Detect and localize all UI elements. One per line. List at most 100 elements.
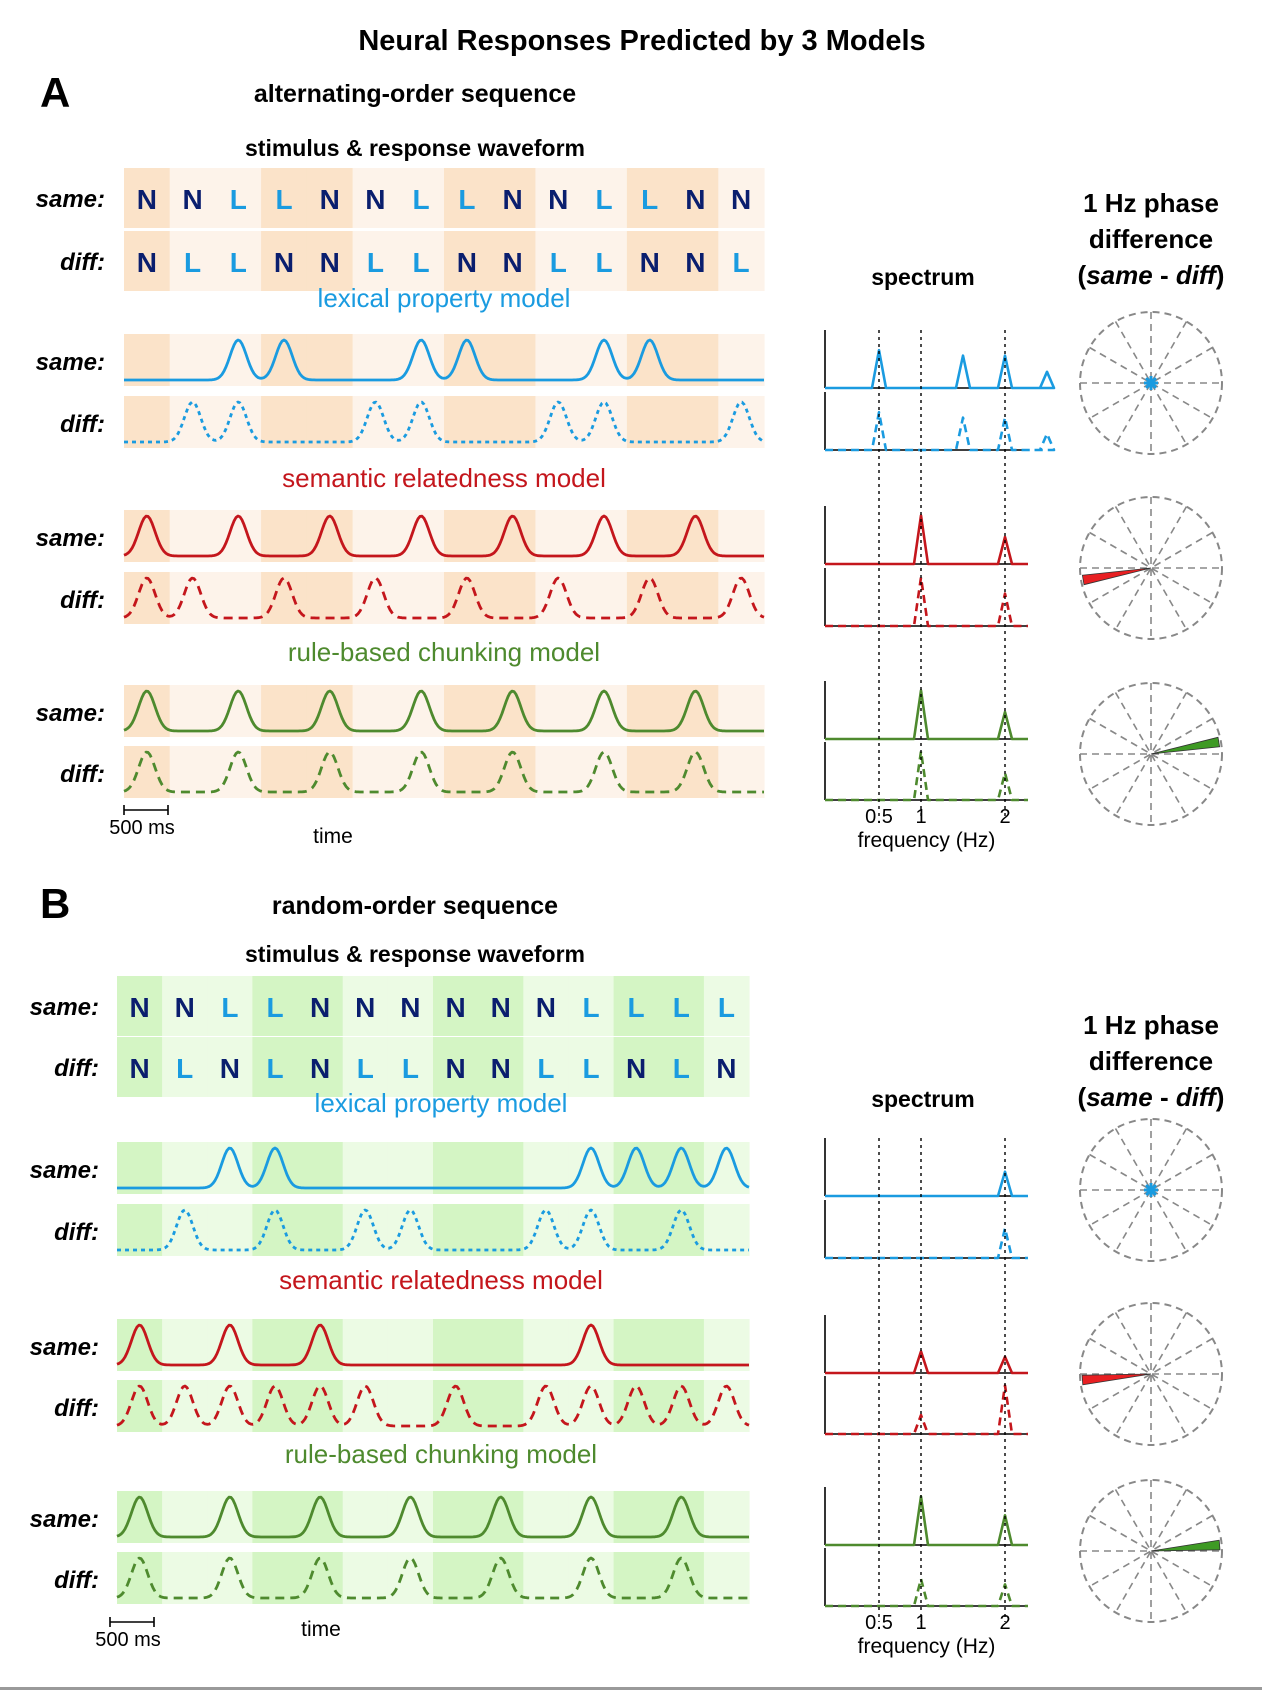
panel-a-same-seq-band: [169, 168, 216, 228]
panel-a-semantic-same-band: [581, 510, 628, 562]
panel-b-semantic-diff-band: [613, 1380, 660, 1432]
panel-b-chunking-same-band: [252, 1491, 299, 1543]
panel-a-semantic-same-band: [672, 510, 719, 562]
panel-a-chunking-diff-band: [489, 746, 536, 798]
panel-b-semantic-same-band: [207, 1319, 253, 1371]
panel-b-lexical-phase-zero-marker: [1149, 1184, 1157, 1192]
panel-b-same-seq-band: [568, 976, 615, 1036]
panel-a-diff-seq-band: [581, 231, 628, 291]
panel-a-chunking-diff-band: [581, 746, 628, 798]
panel-a-lexical-same-band: [672, 334, 719, 386]
panel-b-lexical-same-band: [117, 1142, 163, 1194]
panel-a-chunking-diff-band: [398, 746, 445, 798]
panel-b-chunking-same-band: [433, 1491, 479, 1543]
panel-a-lexical-diff-band: [626, 396, 674, 448]
panel-a-lexical-diff-band: [261, 396, 308, 448]
panel-a-chunking-same-band: [352, 685, 399, 737]
panel-a-lexical-same-band: [398, 334, 445, 386]
panel-b-diff-seq-band: [387, 1037, 434, 1097]
panel-b-chunking-diff-band: [658, 1552, 705, 1604]
panel-a-lexical-diff-band: [489, 396, 536, 448]
panel-b-chunking-phase-arrow: [1150, 1539, 1221, 1552]
panel-b-chunking-same-band: [162, 1491, 208, 1543]
panel-b-diff-seq-band: [703, 1037, 750, 1097]
panel-b-lexical-same-band: [523, 1142, 569, 1194]
panel-b-same-letter-0: N: [129, 992, 149, 1023]
panel-a-chunking-diff-band: [718, 746, 765, 798]
panel-b-semantic-diff-band: [658, 1380, 705, 1432]
panel-b-chunking-same-band: [568, 1491, 615, 1543]
panel-a-lexical-same-band: [718, 334, 765, 386]
panel-b-lexical-diff-band: [658, 1204, 705, 1256]
panel-a-phase-title-line3: (same - diff): [1078, 260, 1225, 290]
panel-a-same-letter-10: L: [595, 184, 612, 215]
panel-a-chunking-same-waveform: [123, 689, 764, 733]
panel-a-diff-letter-2: L: [230, 247, 247, 278]
panel-a-lexical-same-band: [535, 334, 582, 386]
panel-a-chunking-same-band: [489, 685, 536, 737]
panel-b-phase-title-line3: (same - diff): [1078, 1082, 1225, 1112]
panel-a-semantic-diff-band: [306, 572, 354, 624]
panel-b-lexical-same-band: [387, 1142, 434, 1194]
panel-b-same-seq-band: [658, 976, 705, 1036]
panel-b-lexical-diff-band: [207, 1204, 253, 1256]
panel-a-phase-title-line2: difference: [1089, 224, 1213, 254]
panel-b-semantic-same-band: [568, 1319, 615, 1371]
panel-a-diff-seq-band: [261, 231, 308, 291]
panel-b-chunking-model-label: rule-based chunking model: [285, 1439, 597, 1469]
panel-b-lexical-same-band: [297, 1142, 344, 1194]
panel-a-subtitle: alternating-order sequence: [254, 80, 576, 108]
panel-b-semantic-diff-label: diff:: [54, 1395, 99, 1422]
panel-a-diff-letter-11: N: [640, 247, 660, 278]
panel-b-chunking-diff-band: [252, 1552, 299, 1604]
panel-a-semantic-same-spectrum: [825, 514, 1028, 566]
panel-a-same-seq-band: [718, 168, 765, 228]
panel-a-same-letter-6: L: [413, 184, 430, 215]
panel-a-freq-axis-label: frequency (Hz): [858, 829, 996, 852]
panel-a-semantic-diff-band: [581, 572, 628, 624]
panel-b-diff-seq-band: [162, 1037, 208, 1097]
panel-b-lexical-diff-band: [387, 1204, 434, 1256]
panel-b-chunking-same-label: same:: [30, 1506, 99, 1533]
panel-a-chunking-diff-band: [306, 746, 354, 798]
panel-b-same-letter-11: L: [628, 992, 645, 1023]
panel-a-semantic-diff-band: [444, 572, 491, 624]
panel-b-same-letter-2: L: [221, 992, 238, 1023]
panel-a-same-seq-band: [581, 168, 628, 228]
panel-b-phase-title-line2: difference: [1089, 1046, 1213, 1076]
panel-a-semantic-diff-band: [169, 572, 216, 624]
panel-a-semantic-same-waveform: [123, 514, 764, 558]
panel-a-same-seq-band: [352, 168, 399, 228]
panel-b-lexical-diff-label: diff:: [54, 1219, 99, 1246]
panel-b-same-letter-9: N: [536, 992, 556, 1023]
panel-b-diff-letter-10: L: [582, 1053, 599, 1084]
panel-b-lexical-same-band: [433, 1142, 479, 1194]
panel-a-lexical-diff-band: [718, 396, 765, 448]
panel-a-same-letter-0: N: [137, 184, 157, 215]
panel-a-semantic-model-label: semantic relatedness model: [282, 463, 606, 493]
panel-a-chunking-diff-label: diff:: [60, 761, 105, 788]
panel-a-same-letter-7: L: [458, 184, 475, 215]
panel-a-lexical-diff-band: [444, 396, 491, 448]
panel-b-lexical-same-spectrum: [825, 1170, 1028, 1198]
panel-a-semantic-diff-band: [261, 572, 308, 624]
panel-a-chunking-same-band: [398, 685, 445, 737]
panel-a-chunking-same-spectrum: [825, 689, 1028, 741]
panel-b-diff-seq-band: [207, 1037, 253, 1097]
panel-b-semantic-same-band: [342, 1319, 389, 1371]
panel-b-diff-seq-band: [523, 1037, 569, 1097]
panel-b-same-seq-band: [478, 976, 524, 1036]
panel-b-semantic-same-band: [297, 1319, 344, 1371]
panel-a-freq-tick-2: 2: [999, 806, 1010, 828]
panel-b-diff-letter-5: L: [357, 1053, 374, 1084]
panel-b-chunking-same-waveform: [116, 1495, 749, 1539]
panel-b-freq-tick-0: 0.5: [865, 1612, 893, 1634]
panel-b-semantic-same-band: [433, 1319, 479, 1371]
panel-b-same-letter-10: L: [582, 992, 599, 1023]
panel-b-lexical-diff-band: [613, 1204, 660, 1256]
panel-b-same-seq-band: [297, 976, 344, 1036]
panel-a-same-letter-11: L: [641, 184, 658, 215]
panel-a-lexical-same-band: [489, 334, 536, 386]
panel-b-same-letter-8: N: [491, 992, 511, 1023]
panel-b-chunking-same-band: [297, 1491, 344, 1543]
